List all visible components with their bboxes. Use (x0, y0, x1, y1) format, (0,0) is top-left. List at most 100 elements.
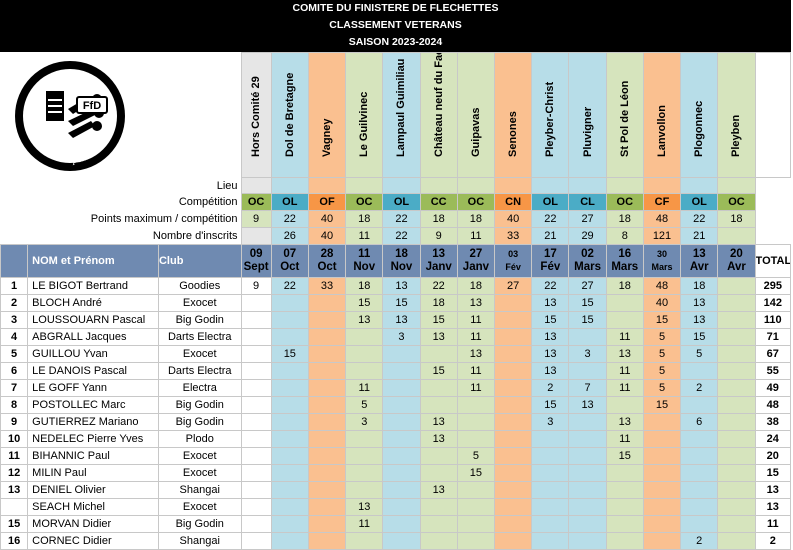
score-cell (680, 464, 719, 482)
table-row: 13 DENIEL Olivier Shangai 13 13 (0, 481, 792, 499)
spacer (755, 194, 790, 211)
score-cell (717, 430, 756, 448)
inscrits-cell: 21 (531, 227, 570, 245)
player-name: DENIEL Olivier (27, 481, 159, 499)
score-cell: 13 (419, 328, 458, 346)
score-cell (568, 464, 607, 482)
date-day: 17 (543, 248, 557, 260)
score-cell: 15 (419, 311, 458, 329)
table-row: 15 MORVAN Didier Big Godin 11 11 (0, 515, 792, 533)
lieu-cell (642, 177, 682, 194)
date-month: Oct (317, 261, 337, 273)
points-max-cell: 22 (270, 210, 309, 228)
rank-cell: 5 (0, 345, 29, 363)
score-cell (382, 379, 421, 397)
competition-code: CN (494, 193, 533, 211)
table-row: 5 GUILLOU Yvan Exocet 15 13 13 3 13 5 5 67 (0, 345, 792, 363)
score-cell: 6 (680, 413, 719, 431)
competition-code: OL (270, 193, 309, 211)
competition-code: OC (240, 193, 272, 211)
table-row: 6 LE DANOIS Pascal Darts Electra 15 11 13 11 5 5… (0, 362, 792, 380)
score-cell: 5 (642, 362, 682, 380)
name-header: NOM et Prénom (27, 244, 159, 278)
score-cell (419, 396, 458, 414)
score-cell (270, 430, 309, 448)
date-header: 03 Fév (494, 244, 533, 278)
lieu-cell (605, 177, 644, 194)
spacer (755, 211, 790, 228)
player-name: LE GOFF Yann (27, 379, 159, 397)
venue-header: St Pol de Léon (605, 52, 644, 178)
score-cell (382, 396, 421, 414)
score-cell (307, 328, 347, 346)
player-name: POSTOLLEC Marc (27, 396, 159, 414)
rank-header (0, 244, 29, 278)
score-cell: 22 (419, 277, 458, 295)
total-cell: 24 (754, 430, 792, 448)
score-cell: 3 (382, 328, 421, 346)
score-cell (345, 328, 384, 346)
venue-header: Lanvollon (642, 52, 682, 178)
score-cell: 13 (531, 345, 570, 363)
table-row: 16 CORNEC Didier Shangai 2 2 (0, 532, 792, 550)
score-cell (307, 311, 347, 329)
venue-name: Le Guilvinec (358, 91, 371, 157)
table-row: 1 LE BIGOT Bertrand Goodies 9 22 33 18 13 22 18 27… (0, 277, 792, 295)
score-cell: 2 (680, 532, 719, 550)
score-cell (270, 362, 309, 380)
score-cell (456, 396, 496, 414)
venue-header: Pluvigner (568, 52, 607, 178)
score-cell: 15 (382, 294, 421, 312)
player-name: ABGRALL Jacques (27, 328, 159, 346)
score-cell (568, 430, 607, 448)
points-max-cell: 9 (240, 210, 272, 228)
title-line-2: CLASSEMENT VETERANS (329, 19, 462, 31)
total-cell: 13 (754, 498, 792, 516)
score-cell: 15 (456, 464, 496, 482)
score-cell (419, 515, 458, 533)
venue-name: Senones (507, 111, 520, 157)
date-month: Mars (611, 261, 639, 273)
lieu-cell (456, 177, 496, 194)
score-cell (717, 481, 756, 499)
score-cell (717, 277, 756, 295)
score-cell: 5 (345, 396, 384, 414)
venue-name: Pleyben (730, 114, 743, 157)
score-cell (382, 515, 421, 533)
score-cell (605, 481, 644, 499)
rank-cell: 12 (0, 464, 29, 482)
points-max-cell: 18 (605, 210, 644, 228)
score-cell (605, 311, 644, 329)
score-cell (605, 532, 644, 550)
score-cell (419, 498, 458, 516)
score-cell (642, 498, 682, 516)
score-cell: 15 (680, 328, 719, 346)
score-cell: 5 (642, 379, 682, 397)
player-club: Exocet (157, 294, 242, 312)
score-cell (382, 532, 421, 550)
score-cell (382, 430, 421, 448)
score-cell (568, 532, 607, 550)
score-cell (494, 294, 533, 312)
title-banner: COMITE DU FINISTERE DE FLECHETTES CLASSE… (0, 0, 791, 52)
score-cell (270, 379, 309, 397)
score-cell (494, 532, 533, 550)
venue-name: Plogonnec (693, 100, 706, 157)
player-name: NEDELEC Pierre Yves (27, 430, 159, 448)
total-header: TOTAL (754, 244, 792, 278)
score-cell (456, 532, 496, 550)
score-cell (382, 413, 421, 431)
rank-cell: 3 (0, 311, 29, 329)
table-row: 10 NEDELEC Pierre Yves Plodo 13 11 24 (0, 430, 792, 448)
score-cell (494, 413, 533, 431)
total-cell: 11 (754, 515, 792, 533)
lieu-cell (494, 177, 533, 194)
points-max-cell: 40 (494, 210, 533, 228)
points-max-cell: 18 (419, 210, 458, 228)
score-cell: 13 (605, 413, 644, 431)
score-cell (494, 430, 533, 448)
score-cell (717, 447, 756, 465)
score-cell: 15 (642, 396, 682, 414)
table-row: 8 POSTOLLEC Marc Big Godin 5 15 13 15 48 (0, 396, 792, 414)
competition-code: OC (717, 193, 756, 211)
